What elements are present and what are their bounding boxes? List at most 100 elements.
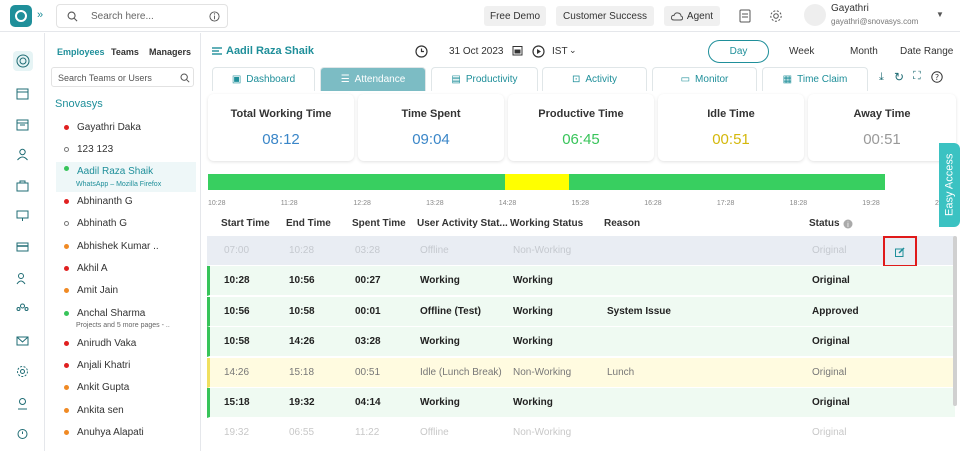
easy-access-button[interactable]: Easy Access (939, 143, 960, 227)
col-reason: Reason (604, 218, 641, 229)
employee-list-item[interactable]: Ankit Gupta (56, 378, 196, 398)
tab-activity[interactable]: ⊡ Activity (542, 67, 647, 91)
cell-spent: 03:28 (355, 336, 381, 348)
fullscreen-icon[interactable]: ⛶ (913, 70, 921, 82)
table-row[interactable]: 14:26 15:18 00:51 Idle (Lunch Break) Non-Wor… (207, 357, 955, 388)
period-month[interactable]: Month (850, 46, 878, 57)
employee-list-item[interactable]: Anchal Sharma (56, 303, 196, 323)
agent-button[interactable]: Agent (664, 6, 720, 26)
employee-list-item[interactable]: Ankita sen (56, 400, 196, 420)
credit-card-icon[interactable] (13, 237, 31, 255)
tab-employees[interactable]: Employees (57, 47, 105, 57)
period-week[interactable]: Week (789, 46, 815, 57)
global-search[interactable]: Search here... (56, 4, 228, 28)
table-row[interactable]: 19:32 06:55 11:22 Offline Non-Working Origina… (207, 418, 955, 449)
cog-icon[interactable] (13, 362, 31, 380)
employee-list-item[interactable]: Amit Jain (56, 281, 196, 301)
briefcase-icon[interactable] (13, 176, 31, 194)
cell-activity: Working (420, 336, 460, 348)
chart-icon: ▤ (451, 74, 461, 85)
search-input[interactable]: Search here... (91, 11, 154, 22)
list-check-icon: ☰ (340, 74, 350, 85)
employee-list-item[interactable]: Anjali Khatri (56, 355, 196, 375)
customer-success-button[interactable]: Customer Success (556, 6, 654, 26)
col-end-time: End Time (286, 218, 331, 229)
team-icon[interactable] (13, 300, 31, 318)
app-logo-icon[interactable] (10, 5, 32, 27)
org-name[interactable]: Snovasys (55, 98, 103, 110)
card-title: Total Working Time (230, 108, 332, 120)
calendar-icon[interactable] (13, 84, 31, 102)
info-icon[interactable] (209, 11, 220, 22)
cell-spent: 00:51 (355, 366, 381, 378)
refresh-icon[interactable]: ↻ (894, 70, 905, 84)
edit-button[interactable] (883, 236, 917, 267)
cell-end: 15:18 (289, 366, 315, 378)
cell-end: 19:32 (289, 397, 315, 408)
cell-start: 10:28 (224, 275, 250, 287)
chevron-down-icon[interactable]: ▼ (936, 10, 944, 19)
employee-list-item[interactable]: Anirudh Vaka (56, 333, 196, 353)
badge-icon[interactable] (13, 394, 31, 412)
tab-monitor[interactable]: ▭ Monitor (652, 67, 757, 91)
tab-managers[interactable]: Managers (149, 47, 192, 57)
timeline-tick-label: 17:28 (716, 200, 735, 207)
alarm-clock-icon[interactable] (13, 424, 31, 442)
employee-list-item[interactable]: Akhil A (56, 259, 196, 279)
table-row[interactable]: 10:56 10:58 00:01 Offline (Test) Working Syst… (207, 296, 955, 327)
employee-list-item[interactable]: Abhinanth G (56, 192, 196, 212)
expand-sidebar-icon[interactable]: » (37, 9, 44, 21)
help-icon[interactable]: ? (931, 71, 943, 83)
status-dot (64, 221, 69, 227)
info-icon[interactable]: i (843, 219, 853, 229)
download-icon[interactable]: ⤓ (879, 71, 884, 83)
employee-list-item[interactable]: Gayathri Daka (56, 117, 196, 137)
timeline-tick-label: 10:28 (208, 200, 226, 207)
cell-activity: Working (420, 275, 460, 287)
employee-panel: Employees Teams Managers Search Teams or… (46, 33, 201, 451)
monitor-icon[interactable] (13, 206, 31, 224)
tab-productivity[interactable]: ▤ Productivity (431, 67, 538, 91)
status-dot (64, 385, 69, 391)
period-day[interactable]: Day (708, 40, 769, 63)
mail-icon[interactable] (13, 331, 31, 349)
calendar-grid-icon[interactable] (13, 115, 31, 133)
employee-name: Aadil Raza Shaik (77, 165, 154, 177)
employee-list-item[interactable]: Aadil Raza Shaik (56, 161, 196, 192)
cloud-download-icon (670, 11, 683, 20)
timezone-select[interactable]: IST (552, 46, 568, 57)
tab-attendance[interactable]: ☰ Attendance (320, 67, 426, 91)
tab-time-claim[interactable]: ▦ Time Claim (762, 67, 868, 91)
clock-icon[interactable] (415, 45, 428, 58)
tab-teams[interactable]: Teams (111, 47, 139, 57)
free-demo-button[interactable]: Free Demo (484, 6, 546, 26)
agent-label: Agent (686, 10, 714, 22)
menu-icon[interactable] (212, 46, 222, 56)
calendar-icon: ▦ (782, 74, 793, 85)
employee-search[interactable]: Search Teams or Users (51, 67, 194, 87)
user-plus-icon[interactable] (13, 269, 31, 287)
table-row[interactable]: 10:58 14:26 03:28 Working Working Original (207, 327, 955, 358)
table-row[interactable]: 07:00 10:28 03:28 Offline Non-Working Origina… (207, 236, 955, 267)
avatar[interactable] (804, 4, 826, 26)
cell-reason: System Issue (607, 305, 671, 317)
target-icon[interactable] (13, 51, 33, 71)
calendar-icon[interactable] (512, 45, 523, 56)
user-icon[interactable] (13, 145, 31, 163)
employee-list-item[interactable]: Abhinath G (56, 214, 196, 234)
card-value: 09:04 (412, 131, 450, 148)
document-icon[interactable] (739, 9, 751, 23)
period-date-range[interactable]: Date Range (900, 46, 954, 57)
employee-list-item[interactable]: Abhishek Kumar .. (56, 236, 196, 256)
table-row[interactable]: 15:18 19:32 04:14 Working Working Original (207, 388, 955, 418)
employee-search-input[interactable]: Search Teams or Users (58, 73, 152, 83)
chevron-down-icon[interactable]: ⌄ (569, 45, 577, 55)
employee-list-item[interactable]: 123 123 (56, 139, 196, 159)
employee-list-item[interactable]: Anuhya Alapati (56, 422, 196, 442)
table-row[interactable]: 10:28 10:56 00:27 Working Working Original (207, 266, 955, 297)
play-circle-icon[interactable] (532, 45, 545, 58)
table-scrollbar[interactable] (953, 236, 957, 406)
date-picker[interactable]: 31 Oct 2023 (449, 46, 504, 57)
settings-icon[interactable] (769, 9, 783, 23)
tab-dashboard[interactable]: ▣ Dashboard (212, 67, 315, 91)
